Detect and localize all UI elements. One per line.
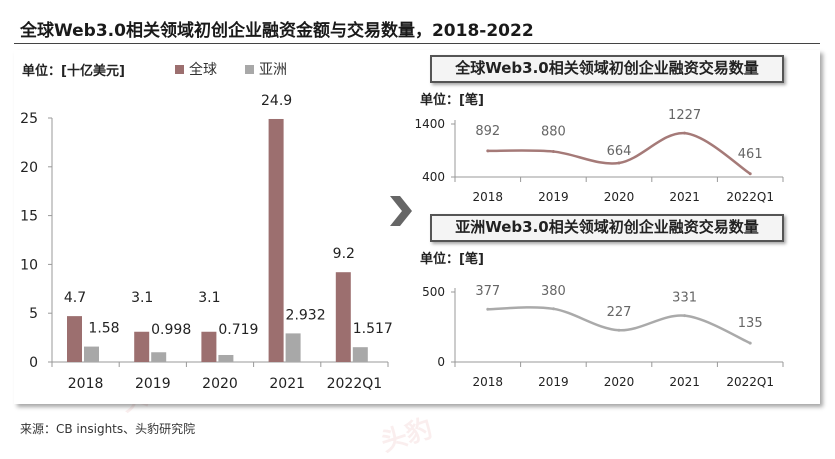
y-tick-label: 400 [422, 170, 445, 184]
x-tick-label: 2018 [68, 376, 104, 392]
page-title: 全球Web3.0相关领域初创企业融资金额与交易数量，2018-2022 [20, 21, 534, 41]
data-point [617, 328, 621, 332]
y-tick-label: 25 [20, 111, 38, 127]
asia-deals-unit-label: 单位：[笔] [420, 252, 484, 267]
x-tick-label: 2020 [202, 376, 238, 392]
bar-global [201, 331, 217, 362]
y-tick-label: 5 [29, 306, 38, 322]
data-label: 135 [738, 316, 763, 331]
x-tick-label: 2021 [669, 375, 700, 389]
data-label: 377 [475, 284, 500, 299]
data-point [617, 161, 621, 165]
data-point [683, 131, 687, 135]
data-label: 331 [672, 291, 697, 306]
x-tick-label: 2019 [538, 190, 569, 204]
bar-asia [151, 352, 167, 362]
x-tick-label: 2020 [604, 375, 635, 389]
global-deals-title: 全球Web3.0相关领域初创企业融资交易数量 [430, 55, 784, 83]
data-label-global: 24.9 [261, 93, 292, 109]
data-label-asia: 2.932 [286, 307, 326, 323]
y-tick-label: 10 [20, 257, 38, 273]
data-label-global: 4.7 [64, 290, 86, 306]
data-label: 380 [541, 284, 566, 299]
source-note: 来源：CB insights、头豹研究院 [20, 422, 196, 436]
data-label-global: 3.1 [131, 290, 153, 306]
bar-global [67, 316, 82, 362]
x-tick-label: 2021 [269, 376, 305, 392]
data-point [551, 307, 555, 311]
y-tick-label: 1400 [414, 117, 445, 131]
data-label-global: 3.1 [198, 290, 220, 306]
legend-swatch [245, 65, 254, 74]
data-label: 892 [475, 124, 500, 139]
data-point [748, 341, 752, 345]
y-tick-label: 500 [422, 285, 445, 299]
y-tick-label: 0 [29, 355, 38, 371]
global-deals-unit-label: 单位：[笔] [420, 93, 484, 108]
bar-global [134, 331, 150, 362]
y-tick-label: 15 [20, 209, 38, 225]
bar-unit-label: 单位：[十亿美元] [22, 64, 125, 79]
bar-chart: 全球 亚洲 0 5 10 15 20 25 2018 4.71.58 2019 3.1 0.998 202… [20, 61, 393, 392]
bar-asia [218, 354, 234, 362]
x-tick-label: 2021 [669, 190, 700, 204]
y-tick-label: 0 [437, 355, 445, 369]
legend-label: 全球 [189, 61, 217, 78]
bar-asia [84, 346, 99, 362]
y-tick-label: 20 [20, 160, 38, 176]
asia-deals-line-chart: 0 500 2018 2019 2020 2021 2022Q1 377 380 227 331 13… [422, 284, 784, 389]
data-label: 664 [607, 144, 632, 159]
x-tick-label: 2022Q1 [327, 376, 383, 392]
x-tick-label: 2018 [473, 375, 504, 389]
watermark-logo: 头豹 [377, 413, 437, 459]
x-tick-label: 2022Q1 [726, 190, 774, 204]
data-label: 880 [541, 125, 566, 140]
data-label-asia: 0.998 [151, 322, 191, 338]
x-tick-label: 2019 [538, 375, 569, 389]
title-divider [14, 43, 820, 44]
bar-global [268, 118, 284, 362]
global-deals-line-chart: 400 1400 2018 2019 2020 2021 2022Q1 892 880 664 12… [414, 108, 784, 204]
data-point [486, 149, 490, 153]
data-label-global: 9.2 [333, 246, 355, 262]
data-point [683, 314, 687, 318]
asia-deals-title: 亚洲Web3.0相关领域初创企业融资交易数量 [430, 214, 784, 242]
data-label: 227 [607, 305, 632, 320]
data-label-asia: 0.719 [218, 322, 258, 338]
x-tick-label: 2018 [473, 190, 504, 204]
bar-global [335, 272, 351, 362]
data-label: 461 [738, 147, 763, 162]
legend-label: 亚洲 [259, 62, 287, 78]
x-tick-label: 2022Q1 [726, 375, 774, 389]
data-label: 1227 [668, 108, 701, 123]
data-point [551, 150, 555, 154]
data-label-asia: 1.517 [353, 321, 393, 337]
data-point [486, 307, 490, 311]
legend-swatch [175, 65, 184, 74]
data-point [748, 172, 752, 176]
arrow-icon [390, 196, 412, 226]
x-tick-label: 2019 [135, 376, 171, 392]
x-tick-label: 2020 [604, 190, 635, 204]
bar-asia [352, 347, 368, 362]
data-label-asia: 1.58 [88, 321, 119, 337]
bar-asia [285, 333, 301, 362]
